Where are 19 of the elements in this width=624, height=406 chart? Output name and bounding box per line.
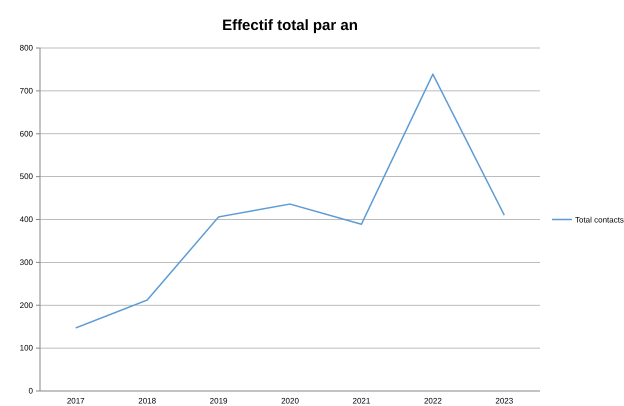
- x-tick-label: 2018: [138, 396, 157, 406]
- y-tick-label: 700: [20, 86, 34, 96]
- y-tick-label: 100: [20, 344, 34, 353]
- x-tick-label: 2019: [210, 396, 228, 406]
- x-tick-label: 2017: [66, 396, 86, 406]
- y-tick-label: 200: [20, 300, 34, 310]
- line-series: [74, 73, 506, 329]
- x-tick-label: 2020: [281, 396, 300, 406]
- chart-title: Effectif total par an: [222, 17, 358, 34]
- y-tick-label: 400: [20, 215, 34, 224]
- x-tick-label: 2021: [352, 396, 371, 406]
- legend-label: Total contacts: [575, 216, 624, 224]
- x-tick-label: 2023: [495, 396, 514, 406]
- y-tick-label: 0: [28, 386, 34, 396]
- y-tick-label: 800: [20, 44, 34, 53]
- y-tick-label: 500: [20, 172, 34, 182]
- y-tick-label: 300: [20, 258, 34, 267]
- y-tick-label: 600: [20, 129, 34, 138]
- x-tick-label: 2022: [424, 396, 442, 406]
